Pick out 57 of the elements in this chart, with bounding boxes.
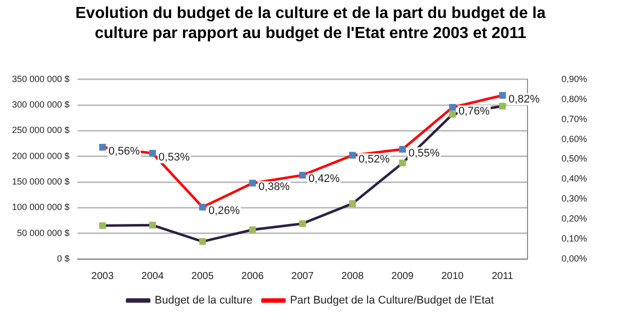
x-tick-label: 2011 (492, 270, 514, 282)
data-label: 0,55% (408, 147, 440, 160)
data-label: 0,56% (108, 145, 140, 158)
x-tick-label: 2009 (391, 270, 414, 282)
y2-tick-label: 0,10% (561, 234, 588, 244)
data-label: 0,26% (208, 205, 240, 218)
point (449, 110, 456, 118)
point (499, 92, 506, 99)
point (349, 152, 356, 159)
y-tick-label: 50 000 000 $ (16, 228, 70, 238)
point (499, 102, 506, 110)
y2-tick-label: 0,60% (561, 134, 588, 144)
y-tick-label: 250 000 000 $ (12, 125, 70, 136)
data-label: 0,38% (258, 181, 290, 194)
y2-tick-label: 0,90% (561, 74, 588, 84)
y2-tick-label: 0,20% (561, 214, 588, 224)
x-tick-label: 2007 (291, 270, 314, 282)
x-tick-label: 2008 (341, 270, 364, 282)
y2-tick-label: 0,00% (561, 253, 588, 264)
y-tick-label: 300 000 000 $ (12, 100, 70, 110)
point (399, 160, 406, 166)
point (399, 146, 406, 153)
data-label: 0,82% (508, 93, 540, 106)
y2-tick-label: 0,70% (561, 114, 588, 124)
point (149, 150, 156, 157)
x-tick-label: 2006 (241, 270, 264, 282)
point (249, 180, 256, 187)
x-tick-label: 2005 (191, 270, 214, 282)
x-tick-label: 2004 (141, 270, 164, 282)
x-tick-label: 2010 (441, 270, 464, 282)
data-label: 0,52% (358, 153, 390, 166)
data-label: 0,76% (458, 105, 490, 118)
y2-tick-label: 0,40% (561, 174, 588, 184)
point (349, 200, 356, 207)
y2-tick-label: 0,50% (561, 154, 588, 164)
point (149, 222, 156, 229)
legend-label: Part Budget de la Culture/Budget de l'Etat (290, 294, 494, 307)
chart-title: Evolution du budget de la culture et de la part du budget de la culture par rapport au budget de l'Etat entre 2003 et 2011 (74, 4, 547, 44)
y-tick-label: 200 000 000 $ (12, 150, 70, 161)
y-tick-label: 350 000 000 $ (12, 74, 70, 84)
point (299, 172, 306, 179)
point (199, 204, 206, 210)
data-label: 0,53% (158, 151, 190, 164)
point (99, 144, 106, 151)
legend-label: Budget de la culture (154, 294, 252, 307)
point (199, 238, 206, 245)
point (299, 220, 306, 227)
y-tick-label: 100 000 000 $ (12, 202, 70, 212)
point (99, 222, 106, 230)
point (249, 226, 256, 234)
point (449, 104, 456, 111)
x-tick-label: 2003 (91, 270, 114, 282)
y-tick-label: 150 000 000 $ (12, 176, 70, 187)
y2-tick-label: 0,80% (561, 94, 588, 104)
data-label: 0,42% (308, 173, 340, 186)
y-tick-label: 0 $ (57, 253, 70, 264)
y2-tick-label: 0,30% (561, 194, 588, 204)
